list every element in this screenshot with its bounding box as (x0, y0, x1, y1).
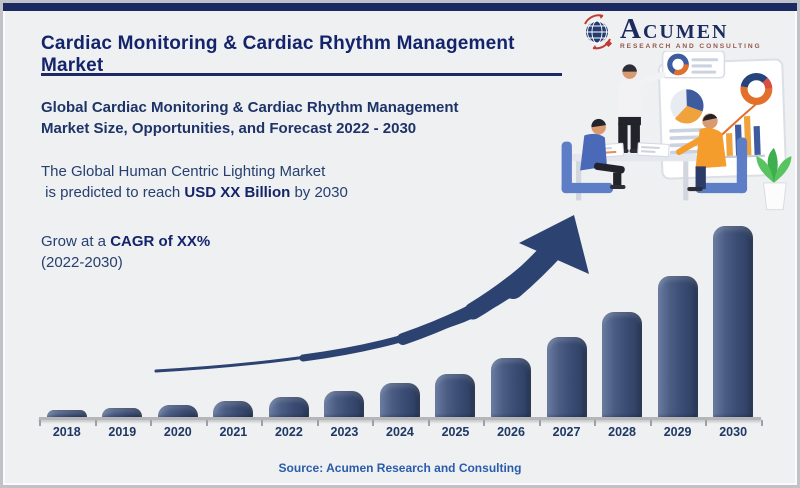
top-accent-bar (3, 3, 797, 11)
x-axis-tick (761, 420, 763, 426)
x-axis-label: 2019 (108, 425, 137, 439)
title-underline (41, 73, 562, 76)
logo-text: Acumen Research and Consulting (620, 13, 762, 51)
cagr-period: (2022-2030) (41, 254, 123, 271)
x-axis-tick (538, 420, 541, 426)
bar-2026 (491, 358, 532, 418)
x-axis-label: 2030 (719, 425, 748, 439)
donut-chart-icon (740, 73, 773, 105)
bar-2022 (268, 397, 309, 418)
page-title: Cardiac Monitoring & Cardiac Rhythm Mana… (41, 33, 515, 76)
x-axis-label: 2027 (552, 425, 581, 439)
x-axis-label: 2022 (274, 425, 303, 439)
bar-slot (650, 225, 706, 418)
bar-slot (206, 225, 262, 418)
x-axis-tick (205, 420, 208, 426)
prediction-billion: Billion (240, 184, 291, 201)
bar-slot (483, 225, 539, 418)
forecast-line2: Market Size, Opportunities, and Forecast… (41, 120, 417, 137)
x-axis-tick (483, 420, 486, 426)
bar-2029 (657, 276, 698, 418)
floating-chart-card (661, 51, 726, 79)
prediction-pre: is predicted to reach (41, 184, 185, 201)
prediction-usd: USD (184, 184, 221, 201)
bar-chart (39, 225, 761, 418)
bar-2021 (213, 401, 254, 418)
bar-slot (317, 225, 373, 418)
globe-icon (584, 14, 613, 50)
bar-2027 (546, 337, 587, 418)
bar-2028 (602, 312, 643, 418)
x-axis-tick (261, 420, 264, 426)
cagr-value: XX (176, 233, 197, 250)
x-axis-tick (316, 420, 319, 426)
acumen-logo: Acumen Research and Consulting (581, 13, 762, 53)
bar-2030 (713, 226, 754, 418)
bar-group (39, 225, 761, 418)
forecast-line1: Global Cardiac Monitoring & Cardiac Rhyt… (41, 99, 459, 116)
bar-slot (594, 225, 650, 418)
potted-plant-icon (756, 147, 792, 211)
prediction-line1: The Global Human Centric Lighting Market (41, 163, 326, 180)
bar-slot (39, 225, 95, 418)
prediction-value: XX (220, 184, 241, 201)
seated-figure-right (675, 113, 748, 194)
bar-2023 (324, 391, 365, 418)
x-axis-tick (94, 420, 97, 426)
x-axis-tick (39, 420, 41, 426)
bar-slot (261, 225, 317, 418)
cagr-label: CAGR of (110, 233, 177, 250)
x-axis-label: 2024 (386, 425, 414, 439)
bar-slot (95, 225, 151, 418)
x-axis-label: 2021 (219, 425, 248, 439)
bar-slot (150, 225, 206, 418)
x-axis-tick (594, 420, 597, 426)
bar-slot (539, 225, 595, 418)
x-axis-label: 2026 (497, 425, 525, 439)
x-axis-tick (150, 420, 153, 426)
bar-2018 (46, 410, 87, 418)
presenter-figure (615, 64, 666, 153)
x-axis-label: 2029 (663, 425, 692, 439)
cagr-text: Grow at a CAGR of XX% (2022-2030) (41, 231, 210, 273)
bar-2020 (157, 405, 198, 418)
cagr-pre: Grow at a (41, 233, 111, 250)
x-axis-labels: 2018 2019 2020 2021 2022 2023 2024 2025 2026 2027… (39, 425, 761, 439)
brand-name: Acumen (620, 13, 729, 45)
bar-2025 (435, 374, 476, 418)
bar-2019 (102, 408, 143, 418)
x-axis-label: 2020 (163, 425, 192, 439)
seated-figure-left (561, 118, 626, 194)
x-axis-tick (705, 420, 708, 426)
bar-slot (428, 225, 484, 418)
team-meeting-illustration (561, 51, 792, 211)
x-axis-label: 2023 (330, 425, 359, 439)
bar-2024 (379, 383, 420, 418)
x-axis-label: 2028 (608, 425, 636, 439)
forecast-subtitle: Global Cardiac Monitoring & Cardiac Rhyt… (41, 97, 459, 139)
x-axis-tick (372, 420, 375, 426)
bar-slot (372, 225, 428, 418)
x-axis-line (39, 417, 761, 420)
x-axis-tick (649, 420, 652, 426)
source-note: Source: Acumen Research and Consulting (278, 461, 522, 475)
brand-tagline: Research and Consulting (620, 43, 762, 50)
x-axis-label: 2025 (441, 425, 470, 439)
bar-slot (705, 225, 761, 418)
x-axis-tick (427, 420, 430, 426)
prediction-text: The Global Human Centric Lighting Market… (41, 161, 348, 203)
cagr-suffix: % (196, 233, 211, 250)
prediction-post: by 2030 (290, 184, 348, 201)
x-axis-label: 2018 (52, 425, 81, 439)
